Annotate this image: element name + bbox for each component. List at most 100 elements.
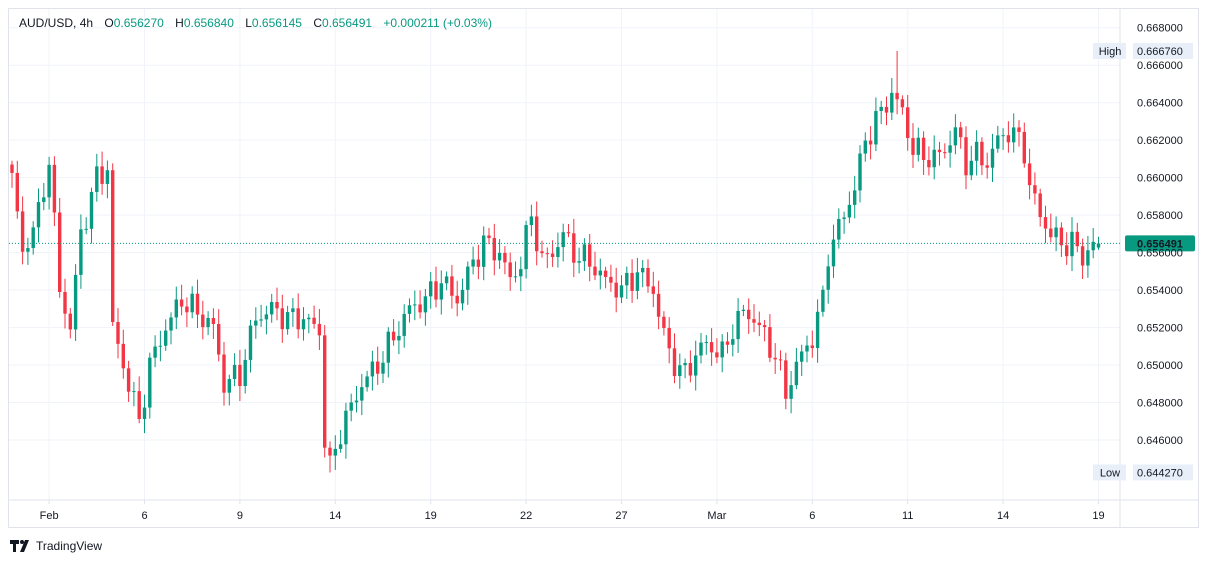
candle [953,114,958,155]
candle [1054,216,1058,252]
candle-body [683,362,687,366]
candle-body [1086,250,1090,266]
candle-body [42,197,46,203]
price-overlay: 0.656491 High 0.666760 Low 0.644270 [9,42,1195,481]
candle [323,325,327,458]
chart-grid [9,9,1199,527]
candle [1033,172,1037,205]
high-marker-badge [1093,42,1126,59]
time-axis: Feb 6 9 14 19 22 27 Mar 6 11 14 19 [40,500,1105,522]
candle [964,126,968,190]
candle [943,143,947,159]
candle [1012,113,1016,153]
candle [1059,222,1064,257]
candle [927,146,931,176]
candle [164,319,168,351]
candle [874,97,878,152]
candle-body [778,359,783,361]
candle-body [1091,241,1095,251]
price-tick-label: 0.646000 [1137,435,1183,447]
candle [137,376,141,424]
candle-body [20,211,25,252]
candle [540,240,544,258]
candle-body [704,342,708,344]
candle-body [609,276,613,283]
candle-body [996,135,1000,149]
candle [762,319,767,342]
candle-body [47,164,51,198]
candle-body [911,138,915,155]
candle [174,286,178,330]
candle-body [741,309,746,311]
candle-body [561,232,565,248]
candle [418,290,422,319]
candle [344,402,348,459]
candle-body [312,317,316,324]
legend-symbol[interactable]: AUD/USD [19,16,74,30]
candle [444,271,449,291]
candle [26,237,30,265]
candle [773,343,777,374]
candle [545,247,549,269]
candle-body [953,127,958,146]
candle-body [625,272,629,286]
candle-body [407,305,412,314]
legend-interval[interactable]: 4h [79,16,94,30]
candle [847,191,852,224]
candle-body [641,267,645,273]
candle [784,352,788,410]
last-price-label: 0.656491 [1137,238,1183,250]
candle-body [137,391,141,419]
candle-body [402,313,406,336]
candle [354,385,359,413]
candle-body [1054,227,1058,238]
candle-body [932,149,936,168]
candle [222,342,226,406]
candle [455,280,459,317]
candle-body [164,330,168,346]
candle [815,299,820,363]
candle [837,208,841,249]
candle-body [95,166,99,192]
candle [752,304,756,333]
candle [879,100,883,125]
candle [805,335,809,363]
legend-low-label: L [245,16,252,30]
candle [667,317,671,364]
candle-body [10,164,14,173]
candle-body [211,317,216,325]
legend-open-value: 0.656270 [113,16,164,30]
candle [52,156,57,227]
candle-body [688,362,693,376]
candle [704,335,708,355]
candle [1017,120,1021,147]
candle-body [31,227,35,249]
candle-body [550,253,555,257]
candle [1022,122,1026,168]
candle [572,218,576,278]
candle [211,308,216,339]
time-tick-label: Mar [707,510,726,522]
candle-body [837,218,841,240]
candle [1006,121,1011,153]
candle [1043,205,1048,244]
candle-body [990,148,995,168]
candle-body [577,261,581,263]
candle [921,131,926,175]
candle [731,324,735,357]
candle [588,234,592,282]
tradingview-logo[interactable]: TradingView [10,539,102,553]
candle [79,214,83,289]
candle [683,358,687,379]
candle [699,332,703,364]
candle-body [619,285,624,298]
time-tick-label: 11 [902,510,913,522]
candle-body [529,216,534,226]
candle [768,314,772,363]
tradingview-logo-icon [10,540,29,552]
candle-body [646,267,650,287]
candle-body [1012,127,1016,143]
candle-body [794,361,799,386]
candle-body [370,361,375,377]
